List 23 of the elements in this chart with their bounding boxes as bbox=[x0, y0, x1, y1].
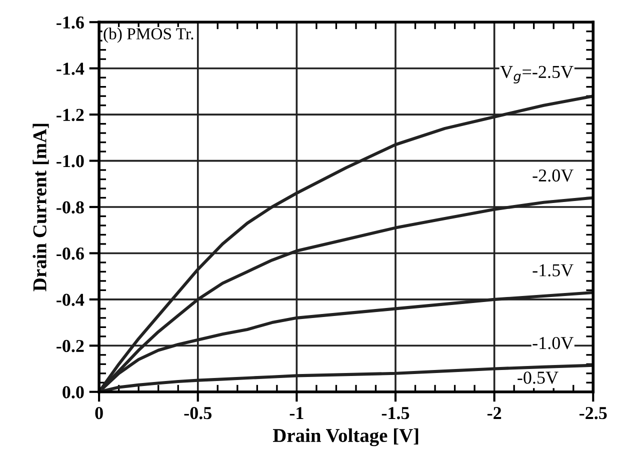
y-tick-label: -0.6 bbox=[56, 247, 84, 260]
x-axis-title: Drain Voltage [V] bbox=[272, 428, 418, 446]
series-label: V$_{g}$=-2.5V bbox=[500, 66, 574, 84]
y-tick-label: -1.4 bbox=[56, 62, 84, 75]
y-tick-label: -1.6 bbox=[56, 16, 84, 29]
x-tick-label: -2.5 bbox=[580, 407, 607, 420]
y-tick-label: -0.2 bbox=[56, 340, 84, 352]
series-label: -1.0V bbox=[532, 336, 574, 350]
x-tick-label: -2 bbox=[487, 407, 502, 419]
x-tick-label: -1.5 bbox=[382, 407, 410, 420]
y-axis-title: Drain Current [mA] bbox=[32, 124, 49, 292]
series-label: -2.0V bbox=[532, 169, 574, 182]
x-tick-label: 0 bbox=[95, 406, 103, 420]
x-tick-label: -0.5 bbox=[184, 406, 212, 420]
y-tick-label: -1.0 bbox=[56, 155, 84, 168]
y-tick-label: 0.0 bbox=[62, 386, 84, 398]
y-tick-label: -0.8 bbox=[56, 201, 84, 214]
annotation: -0.5V bbox=[518, 372, 558, 384]
annotation: (b) PMOS Tr. bbox=[104, 28, 194, 43]
y-tick-label: -0.4 bbox=[56, 294, 84, 306]
y-tick-label: -1.2 bbox=[56, 108, 84, 122]
x-tick-label: -1 bbox=[290, 407, 304, 419]
series-label: -1.5V bbox=[532, 264, 574, 276]
